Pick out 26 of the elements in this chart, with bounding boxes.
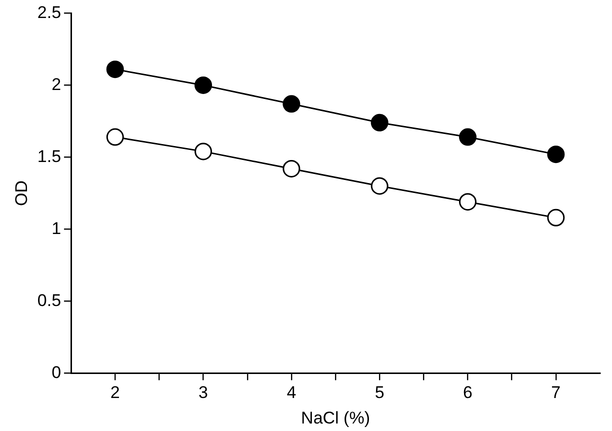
x-tick-label: 4 <box>286 383 296 402</box>
point <box>547 146 565 164</box>
point <box>370 114 388 132</box>
point <box>194 142 212 160</box>
x-tick-label: 5 <box>374 383 384 402</box>
point <box>106 60 124 78</box>
x-tick-label: 7 <box>551 383 561 402</box>
x-tick-label: 3 <box>198 383 208 402</box>
point <box>459 193 477 211</box>
y-tick-label: 0 <box>52 362 62 382</box>
point <box>370 177 388 195</box>
y-tick-label: 2.5 <box>37 2 62 22</box>
point <box>547 208 565 226</box>
y-tick-label: 1.5 <box>37 146 62 166</box>
y-axis-title: OD <box>12 180 31 206</box>
y-tick-label: 2 <box>52 74 62 94</box>
point <box>282 160 300 178</box>
x-tick-label: 6 <box>463 383 472 402</box>
y-tick-label: 1 <box>52 218 62 238</box>
point <box>194 76 212 94</box>
point <box>459 128 477 146</box>
x-axis-title: NaCl (%) <box>301 408 370 428</box>
point <box>282 95 300 113</box>
y-tick-label: 0.5 <box>37 290 62 310</box>
point <box>106 128 124 146</box>
x-tick-label: 2 <box>110 383 120 402</box>
